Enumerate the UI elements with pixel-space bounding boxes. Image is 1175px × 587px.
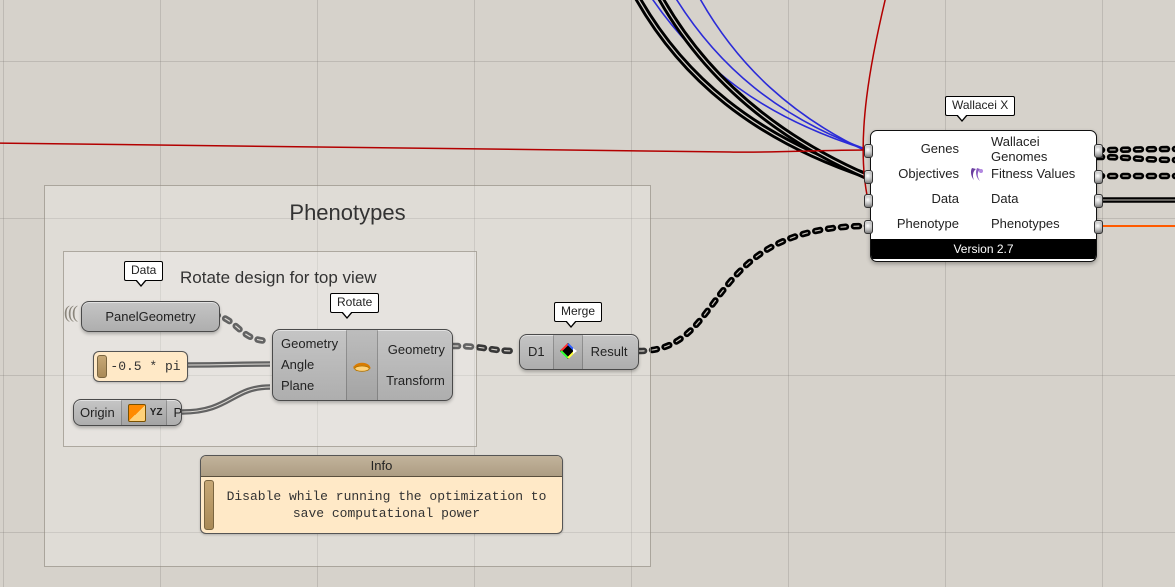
group-rotate-title: Rotate design for top view — [180, 268, 377, 288]
expression-panel-text: -0.5 * pi — [110, 356, 181, 377]
grip-icon[interactable] — [1094, 144, 1103, 158]
origin-plane-component[interactable]: Origin YZ Plane — [73, 399, 182, 426]
merge-out-result: Result — [591, 343, 628, 361]
wallacei-in-data: Data — [877, 191, 967, 206]
wallacei-version: Version 2.7 — [871, 239, 1096, 259]
grip-icon[interactable] — [1094, 220, 1103, 234]
merge-component[interactable]: D1 Result — [519, 334, 639, 370]
tag-merge: Merge — [554, 302, 602, 322]
tag-wallacei: Wallacei X — [945, 96, 1015, 116]
origin-output-label: Plane — [173, 404, 182, 422]
wallacei-out-genomes: Wallacei Genomes — [987, 134, 1090, 164]
origin-center-label: YZ — [150, 407, 163, 418]
wallacei-in-objectives: Objectives — [877, 166, 967, 181]
group-phenotypes-title: Phenotypes — [45, 200, 650, 226]
origin-input-label: Origin — [80, 404, 115, 422]
grasshopper-canvas[interactable]: Phenotypes Rotate design for top view Da… — [0, 0, 1175, 587]
grip-icon[interactable] — [1094, 194, 1103, 208]
wallacei-icon — [967, 165, 987, 183]
rotate-icon — [351, 356, 373, 374]
wallacei-in-phenotype: Phenotype — [877, 216, 967, 231]
rotate-out-transform: Transform — [386, 372, 445, 390]
rotate-in-angle: Angle — [281, 356, 338, 374]
rotate-in-plane: Plane — [281, 377, 338, 395]
info-panel-title: Info — [201, 456, 562, 477]
wallacei-out-phenotypes: Phenotypes — [987, 216, 1090, 231]
grip-icon[interactable] — [864, 144, 873, 158]
grip-icon[interactable] — [1094, 170, 1103, 184]
expression-panel[interactable]: -0.5 * pi — [93, 351, 188, 382]
tag-data: Data — [124, 261, 163, 281]
panel-handle-icon[interactable] — [204, 480, 214, 530]
wallacei-out-fitness: Fitness Values — [987, 166, 1090, 181]
info-panel-text: Disable while running the optimization t… — [217, 480, 556, 529]
ripple-icon: ((( — [64, 305, 76, 319]
wallacei-in-genes: Genes — [877, 141, 967, 156]
grip-icon[interactable] — [864, 194, 873, 208]
rotate-out-geometry: Geometry — [386, 341, 445, 359]
rotate-component[interactable]: Geometry Angle Plane Geometry Transform — [272, 329, 453, 401]
yz-plane-icon — [128, 404, 146, 422]
panel-handle-icon[interactable] — [97, 355, 107, 378]
tag-rotate: Rotate — [330, 293, 379, 313]
info-panel[interactable]: Info Disable while running the optimizat… — [200, 455, 563, 534]
wallacei-component[interactable]: Genes Wallacei Genomes Objectives Fitnes… — [870, 130, 1097, 262]
rotate-in-geometry: Geometry — [281, 335, 338, 353]
merge-icon — [558, 341, 578, 364]
grip-icon[interactable] — [864, 220, 873, 234]
grip-icon[interactable] — [864, 170, 873, 184]
panel-geometry-label: PanelGeometry — [105, 308, 195, 326]
wallacei-out-data: Data — [987, 191, 1090, 206]
merge-in-d1: D1 — [528, 343, 545, 361]
panel-geometry-component[interactable]: PanelGeometry — [81, 301, 220, 332]
